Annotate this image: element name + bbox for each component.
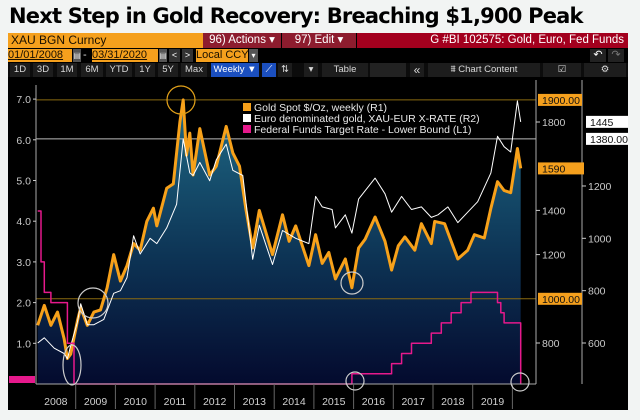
chart-type-caret[interactable]: ▾ bbox=[304, 63, 318, 77]
r2-tick-label: 1200 bbox=[588, 181, 612, 193]
blank-field bbox=[370, 63, 406, 77]
currency-select[interactable]: Local CCY bbox=[196, 49, 249, 62]
chart-content-label: Chart Content bbox=[458, 64, 518, 75]
left-tick-label: 7.0 bbox=[16, 94, 31, 106]
last-value-label: 1445 bbox=[590, 117, 614, 129]
r2-tick-label: 1000 bbox=[588, 233, 612, 245]
r1-tick-label: 800 bbox=[542, 338, 560, 350]
left-tick-label: 6.0 bbox=[16, 135, 31, 147]
series-line-euro bbox=[37, 100, 522, 360]
period-max[interactable]: Max bbox=[181, 63, 207, 77]
prev-period-button[interactable]: < bbox=[169, 49, 180, 62]
undo-button[interactable]: ↶ bbox=[590, 49, 606, 62]
r1-tick-label: 1800 bbox=[542, 117, 566, 129]
left-tick-label: 5.0 bbox=[16, 176, 31, 188]
year-label: 2012 bbox=[203, 396, 227, 408]
end-date-input[interactable]: 03/31/2020 bbox=[92, 49, 158, 62]
left-tick-label: 4.0 bbox=[16, 216, 31, 228]
legend-swatch-euro bbox=[243, 114, 251, 122]
period-6m[interactable]: 6M bbox=[81, 63, 103, 77]
annotation-circle bbox=[510, 372, 530, 392]
chart-id-label: G #BI 102575: Gold, Euro, Fed Funds bbox=[357, 33, 628, 48]
period-bar: 1D 3D 1M 6M YTD 1Y 5Y Max Weekly ▼ ⟋ ⇅ ▾… bbox=[8, 63, 628, 77]
r2-tick-label: 800 bbox=[588, 286, 606, 298]
year-label: 2014 bbox=[282, 396, 306, 408]
period-1d[interactable]: 1D bbox=[10, 63, 30, 77]
year-label: 2011 bbox=[164, 396, 187, 408]
legend-swatch-gold bbox=[243, 103, 251, 111]
currency-dropdown-caret[interactable]: ▾ bbox=[249, 49, 258, 62]
period-3d[interactable]: 3D bbox=[33, 63, 53, 77]
reference-tag bbox=[586, 132, 628, 145]
period-1m[interactable]: 1M bbox=[57, 63, 77, 77]
reference-tag-label: 1000.00 bbox=[542, 294, 580, 306]
ticker-field[interactable]: XAU BGN Curncy bbox=[8, 33, 203, 48]
last-value-label: 1590 bbox=[542, 163, 566, 175]
legend-swatch-fed bbox=[243, 125, 251, 133]
check-edit-icon[interactable]: ☑ bbox=[543, 63, 581, 77]
actions-menu[interactable]: 96) Actions ▾ bbox=[203, 33, 281, 48]
r1-tick-label: 1400 bbox=[542, 205, 566, 217]
edit-menu[interactable]: 97) Edit ▾ bbox=[282, 33, 356, 48]
left-tick-label: 2.0 bbox=[16, 298, 31, 310]
reference-tag-label: 1900.00 bbox=[542, 95, 580, 107]
r1-tick-label: 1200 bbox=[542, 250, 566, 262]
legend-label-gold: Gold Spot $/Oz, weekly (R1) bbox=[254, 102, 387, 114]
year-label: 2009 bbox=[84, 396, 108, 408]
fed-series-marker bbox=[9, 376, 35, 383]
year-label: 2008 bbox=[44, 396, 68, 408]
legend-label-fed: Federal Funds Target Rate - Lower Bound … bbox=[254, 124, 472, 136]
date-separator: - bbox=[83, 49, 87, 61]
year-label: 2019 bbox=[481, 396, 505, 408]
gear-icon[interactable]: ⚙ bbox=[584, 63, 626, 77]
year-label: 2016 bbox=[362, 396, 386, 408]
left-tick-label: 3.0 bbox=[16, 257, 31, 269]
bar-chart-icon[interactable]: ⇅ bbox=[278, 63, 292, 77]
series-line-gold bbox=[36, 98, 523, 360]
table-button[interactable]: Table bbox=[322, 63, 368, 77]
collapse-button[interactable]: « bbox=[410, 63, 424, 77]
r2-tick-label: 600 bbox=[588, 338, 606, 350]
period-5y[interactable]: 5Y bbox=[158, 63, 178, 77]
reference-tag-label: 1380.00 bbox=[590, 134, 628, 146]
frequency-select[interactable]: Weekly ▼ bbox=[211, 63, 259, 77]
annotation-circle bbox=[62, 344, 82, 386]
left-tick-label: 1.0 bbox=[16, 338, 31, 350]
year-label: 2015 bbox=[322, 396, 346, 408]
year-label: 2017 bbox=[401, 396, 425, 408]
chart-content-button[interactable]: ⩩ Chart Content bbox=[428, 63, 540, 77]
reference-tag bbox=[538, 292, 582, 305]
chart-content-icon: ⩩ bbox=[450, 64, 459, 75]
year-label: 2013 bbox=[243, 396, 267, 408]
start-date-input[interactable]: 01/01/2008 bbox=[8, 49, 72, 62]
annotation-circle bbox=[77, 287, 109, 319]
reference-tag bbox=[538, 93, 582, 106]
last-value-tag bbox=[586, 115, 628, 128]
annotation-circle bbox=[166, 85, 196, 115]
calendar-icon[interactable]: ▤ bbox=[73, 49, 81, 62]
last-value-tag bbox=[538, 162, 584, 175]
period-1y[interactable]: 1Y bbox=[135, 63, 155, 77]
line-chart-icon[interactable]: ⟋ bbox=[262, 63, 276, 77]
date-bar: 01/01/2008 ▤ - 03/31/2020 ▤ < > Local CC… bbox=[8, 49, 628, 62]
next-period-button[interactable]: > bbox=[182, 49, 193, 62]
redo-button[interactable]: ↷ bbox=[608, 49, 624, 62]
page-title: Next Step in Gold Recovery: Breaching $1… bbox=[9, 4, 583, 28]
year-label: 2010 bbox=[124, 396, 148, 408]
legend-label-euro: Euro denominated gold, XAU-EUR X-RATE (R… bbox=[254, 113, 480, 125]
annotation-circle bbox=[340, 271, 364, 295]
command-bar: XAU BGN Curncy 96) Actions ▾ 97) Edit ▾ … bbox=[8, 33, 628, 48]
annotation-circle bbox=[345, 371, 365, 391]
series-line-fed bbox=[37, 210, 522, 385]
year-label: 2018 bbox=[441, 396, 465, 408]
calendar-icon[interactable]: ▤ bbox=[159, 49, 167, 62]
period-ytd[interactable]: YTD bbox=[106, 63, 132, 77]
